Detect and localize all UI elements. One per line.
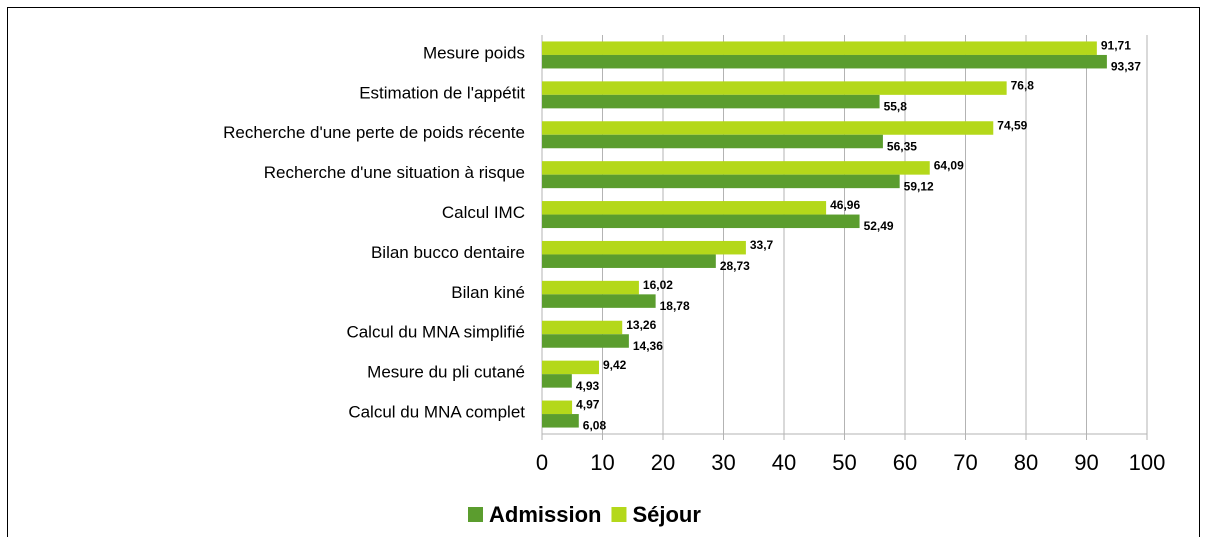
category-label: Recherche d'une perte de poids récente <box>223 123 525 142</box>
bar <box>542 161 930 175</box>
x-tick-label: 50 <box>832 450 856 475</box>
x-tick-label: 80 <box>1014 450 1038 475</box>
category-label: Bilan kiné <box>451 283 525 302</box>
x-tick-label: 90 <box>1074 450 1098 475</box>
legend-swatch <box>611 507 627 522</box>
value-label: 18,78 <box>660 299 690 313</box>
bar <box>542 94 880 109</box>
bar <box>542 214 860 229</box>
category-label: Calcul du MNA simplifié <box>346 323 525 342</box>
x-tick-label: 100 <box>1129 450 1166 475</box>
value-label: 16,02 <box>643 278 673 292</box>
value-label: 9,42 <box>603 358 627 372</box>
category-label: Calcul IMC <box>442 203 525 222</box>
bar <box>542 81 1007 95</box>
value-label: 14,36 <box>633 339 663 353</box>
x-tick-label: 70 <box>953 450 977 475</box>
x-tick-label: 60 <box>893 450 917 475</box>
bar <box>542 121 994 135</box>
bar <box>542 400 573 415</box>
category-label: Calcul du MNA complet <box>348 403 525 422</box>
legend-label: Séjour <box>632 502 701 527</box>
value-label: 56,35 <box>887 139 917 153</box>
value-label: 4,93 <box>576 379 600 393</box>
category-label: Mesure du pli cutané <box>367 363 525 382</box>
bar <box>542 374 572 388</box>
bar <box>542 320 623 335</box>
value-label: 74,59 <box>997 118 1027 132</box>
bar <box>542 41 1097 55</box>
bar <box>542 414 579 428</box>
value-label: 13,26 <box>626 318 656 332</box>
value-label: 46,96 <box>830 198 860 212</box>
value-label: 33,7 <box>750 238 774 252</box>
bar <box>542 54 1107 69</box>
value-label: 91,71 <box>1101 39 1131 53</box>
value-label: 28,73 <box>720 259 750 273</box>
category-label: Bilan bucco dentaire <box>371 243 525 262</box>
legend-swatch <box>468 507 483 522</box>
value-label: 4,97 <box>576 398 600 412</box>
value-label: 52,49 <box>864 219 894 233</box>
bar <box>542 174 900 189</box>
bar <box>542 134 883 149</box>
bar <box>542 334 629 348</box>
x-tick-label: 30 <box>711 450 735 475</box>
category-label: Estimation de l'appétit <box>359 83 525 102</box>
value-label: 64,09 <box>934 158 964 172</box>
category-label: Mesure poids <box>423 43 525 62</box>
value-label: 6,08 <box>583 419 607 433</box>
value-label: 76,8 <box>1011 79 1035 93</box>
value-label: 55,8 <box>884 100 908 114</box>
value-label: 59,12 <box>904 179 934 193</box>
x-tick-label: 10 <box>590 450 614 475</box>
category-label: Recherche d'une situation à risque <box>264 163 525 182</box>
x-tick-label: 40 <box>772 450 796 475</box>
legend-label: Admission <box>489 502 601 527</box>
chart-frame <box>7 7 1200 537</box>
bar <box>542 294 656 308</box>
bar <box>542 240 746 255</box>
bar <box>542 201 827 215</box>
value-label: 93,37 <box>1111 60 1141 74</box>
bar <box>542 280 639 295</box>
x-tick-label: 0 <box>536 450 548 475</box>
bar <box>542 254 716 268</box>
bar <box>542 360 599 375</box>
x-tick-label: 20 <box>651 450 675 475</box>
